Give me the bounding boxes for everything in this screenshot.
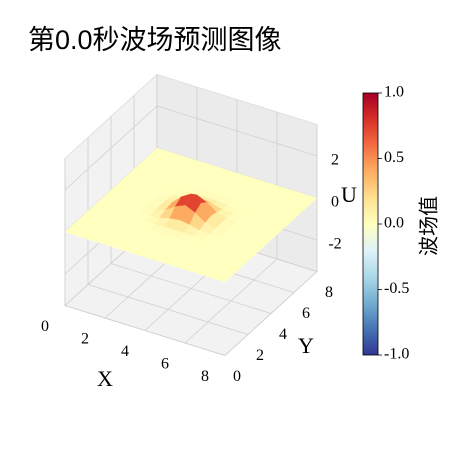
colorbar-tick-label: 1.0 [384, 84, 404, 101]
x-tick-label: 0 [41, 318, 49, 335]
grid-line [64, 105, 158, 191]
x-tick-label: 6 [161, 356, 169, 373]
x-axis-label: X [97, 366, 113, 391]
z-axis-label: U [341, 182, 357, 207]
z-tick-label: -2 [328, 236, 341, 253]
y-axis-label: Y [298, 333, 314, 358]
y-tick-label: 6 [302, 305, 310, 322]
x-tick-label: 4 [121, 343, 129, 360]
colorbar [362, 92, 379, 356]
grid-line [64, 305, 226, 356]
y-tick-label: 8 [325, 284, 333, 301]
y-tick-label: 4 [279, 326, 287, 343]
grid-line [110, 263, 272, 314]
x-tick-label: 8 [201, 368, 209, 385]
y-tick-label: 0 [233, 368, 241, 385]
colorbar-tick-label: -0.5 [384, 280, 409, 297]
colorbar-tick-label: -1.0 [384, 346, 409, 363]
z-tick-label: 2 [331, 152, 339, 169]
grid-line [156, 105, 318, 157]
chart-title: 第0.0秒波场预测图像 [28, 25, 282, 55]
surface-face [214, 273, 232, 283]
colorbar-tick-label: 0.5 [384, 149, 404, 166]
x-tick-label: 2 [81, 331, 89, 348]
y-tick-label: 2 [256, 347, 264, 364]
colorbar-label: 波场值 [417, 196, 440, 256]
colorbar-tick-label: 0.0 [384, 215, 404, 232]
grid-line [87, 284, 249, 335]
z-tick-label: 0 [331, 194, 339, 211]
